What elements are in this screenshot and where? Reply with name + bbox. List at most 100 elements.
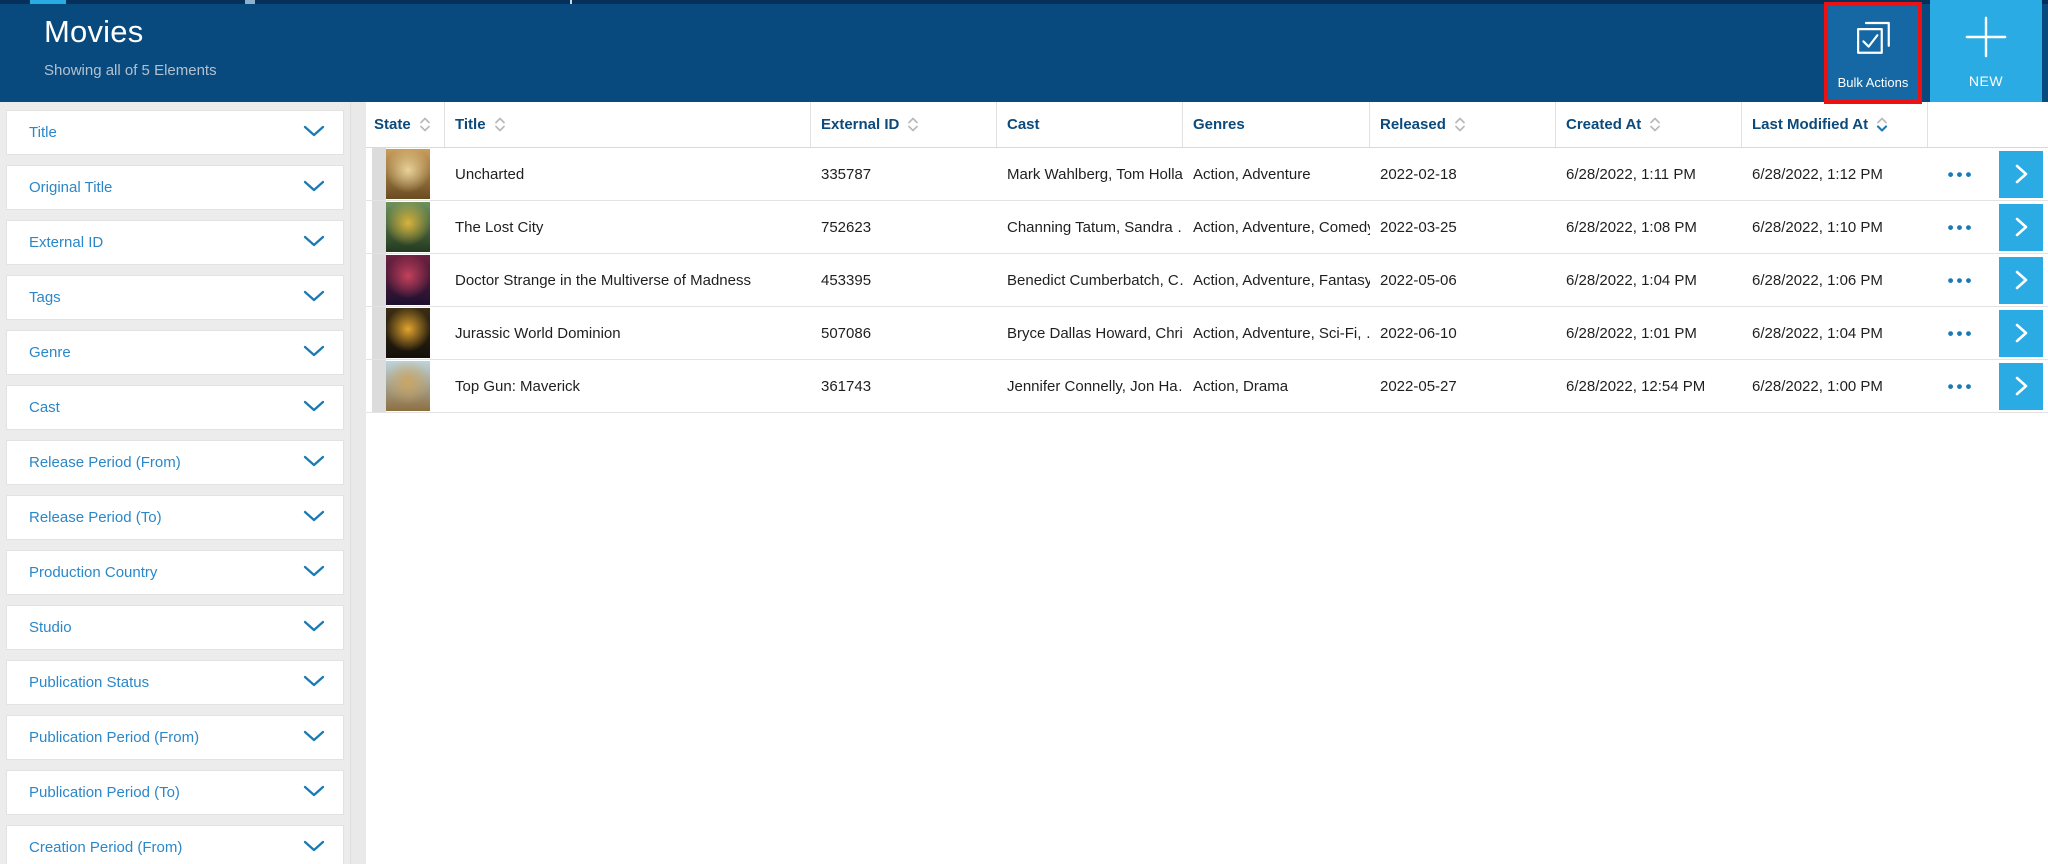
released-cell: 2022-03-25 [1380, 218, 1457, 236]
table-header-cell[interactable]: Title [445, 102, 811, 147]
sort-icon[interactable] [494, 116, 506, 133]
external-id-cell: 335787 [821, 165, 872, 183]
last-modified-cell: 6/28/2022, 1:00 PM [1752, 377, 1883, 395]
open-row-button[interactable] [1999, 362, 2043, 410]
sidebar-scrollbar[interactable] [350, 102, 366, 864]
sidebar-filter-item[interactable]: Original Title [6, 165, 344, 210]
open-row-button[interactable] [1999, 309, 2043, 357]
sidebar-filter-item[interactable]: Cast [6, 385, 344, 430]
chevron-down-icon [303, 124, 325, 142]
external-id-cell: 507086 [821, 324, 872, 342]
new-button[interactable]: NEW [1930, 0, 2042, 102]
sidebar-filter-item[interactable]: Publication Period (To) [6, 770, 344, 815]
sidebar-filter-item[interactable]: Release Period (From) [6, 440, 344, 485]
table-header-cell[interactable]: Created At [1556, 102, 1742, 147]
open-row-button[interactable] [1999, 150, 2043, 198]
table-header-cell[interactable] [1994, 102, 2048, 147]
chevron-down-icon [303, 564, 325, 582]
sort-icon[interactable] [1649, 116, 1661, 133]
movie-poster-thumbnail [386, 308, 430, 358]
sidebar-filter-item[interactable]: Publication Status [6, 660, 344, 705]
sort-icon[interactable] [1454, 116, 1466, 133]
open-row-button[interactable] [1999, 256, 2043, 304]
table-header-cell[interactable]: Last Modified At [1742, 102, 1928, 147]
table-header-cell[interactable]: Cast [997, 102, 1183, 147]
strip-notch [245, 0, 255, 4]
chevron-down-icon [303, 289, 325, 307]
top-progress-strip [0, 0, 2048, 4]
bulk-actions-label: Bulk Actions [1837, 75, 1909, 90]
column-label: Cast [1007, 116, 1040, 133]
table-header-cell[interactable]: State [366, 102, 445, 147]
open-row-button[interactable] [1999, 203, 2043, 251]
table-header-cell[interactable]: Genres [1183, 102, 1370, 147]
chevron-down-icon [303, 674, 325, 692]
chevron-down-icon [303, 454, 325, 472]
table-header-cell[interactable]: Released [1370, 102, 1556, 147]
sidebar-filter-item[interactable]: Tags [6, 275, 344, 320]
created-at-cell: 6/28/2022, 12:54 PM [1566, 377, 1706, 395]
last-modified-cell: 6/28/2022, 1:06 PM [1752, 271, 1883, 289]
more-actions-icon[interactable]: ••• [1947, 270, 1975, 290]
genres-cell: Action, Adventure, Fantasy [1193, 271, 1370, 289]
sidebar-filter-item[interactable]: Studio [6, 605, 344, 650]
open-cell [1994, 307, 2048, 359]
released-cell: 2022-05-06 [1380, 271, 1457, 289]
sidebar-filter-item[interactable]: Production Country [6, 550, 344, 595]
sidebar-filter-item[interactable]: Genre [6, 330, 344, 375]
sidebar-filter-item[interactable]: Title [6, 110, 344, 155]
movie-poster-thumbnail [386, 255, 430, 305]
state-indicator [372, 254, 386, 306]
row-actions-cell: ••• [1928, 148, 1994, 200]
table-row[interactable]: Jurassic World Dominion 507086 Bryce Dal… [366, 307, 2048, 360]
table-row[interactable]: Top Gun: Maverick 361743 Jennifer Connel… [366, 360, 2048, 413]
chevron-down-icon [303, 839, 325, 857]
filter-label: Tags [29, 289, 61, 306]
row-actions-cell: ••• [1928, 307, 1994, 359]
chevron-down-icon [303, 619, 325, 637]
state-indicator [372, 307, 386, 359]
chevron-right-icon [2012, 321, 2030, 345]
state-indicator [372, 360, 386, 412]
progress-segment [30, 0, 66, 4]
filter-label: Publication Status [29, 674, 150, 691]
chevron-down-icon [303, 234, 325, 252]
created-at-cell: 6/28/2022, 1:08 PM [1566, 218, 1697, 236]
table-row[interactable]: Uncharted 335787 Mark Wahlberg, Tom Holl… [366, 148, 2048, 201]
sidebar-filter-item[interactable]: Release Period (To) [6, 495, 344, 540]
title-cell: Jurassic World Dominion [455, 324, 621, 342]
sidebar-filter-item[interactable]: Publication Period (From) [6, 715, 344, 760]
strip-divider [570, 0, 572, 4]
sort-icon[interactable] [907, 116, 919, 133]
filter-label: Production Country [29, 564, 158, 581]
table-header-cell[interactable]: External ID [811, 102, 997, 147]
more-actions-icon[interactable]: ••• [1947, 323, 1975, 343]
table-header-cell[interactable] [1928, 102, 1994, 147]
more-actions-icon[interactable]: ••• [1947, 217, 1975, 237]
more-actions-icon[interactable]: ••• [1947, 164, 1975, 184]
table-row[interactable]: Doctor Strange in the Multiverse of Madn… [366, 254, 2048, 307]
sort-icon[interactable] [1876, 116, 1888, 133]
sidebar-filter-item[interactable]: Creation Period (From) [6, 825, 344, 864]
released-cell: 2022-06-10 [1380, 324, 1457, 342]
movie-poster-thumbnail [386, 361, 430, 411]
bulk-actions-button[interactable]: Bulk Actions [1824, 2, 1922, 104]
chevron-down-icon [303, 784, 325, 802]
filter-label: Cast [29, 399, 60, 416]
chevron-down-icon [303, 729, 325, 747]
column-label: External ID [821, 116, 900, 133]
open-cell [1994, 360, 2048, 412]
more-actions-icon[interactable]: ••• [1947, 376, 1975, 396]
genres-cell: Action, Drama [1193, 377, 1289, 395]
sidebar-filter-item[interactable]: External ID [6, 220, 344, 265]
state-cell [366, 254, 445, 306]
column-label: Created At [1566, 116, 1642, 133]
filter-label: External ID [29, 234, 104, 251]
open-cell [1994, 254, 2048, 306]
title-cell: The Lost City [455, 218, 544, 236]
chevron-right-icon [2012, 268, 2030, 292]
table-row[interactable]: The Lost City 752623 Channing Tatum, San… [366, 201, 2048, 254]
title-cell: Doctor Strange in the Multiverse of Madn… [455, 271, 751, 289]
sort-icon[interactable] [419, 116, 431, 133]
column-label: State [374, 116, 411, 133]
